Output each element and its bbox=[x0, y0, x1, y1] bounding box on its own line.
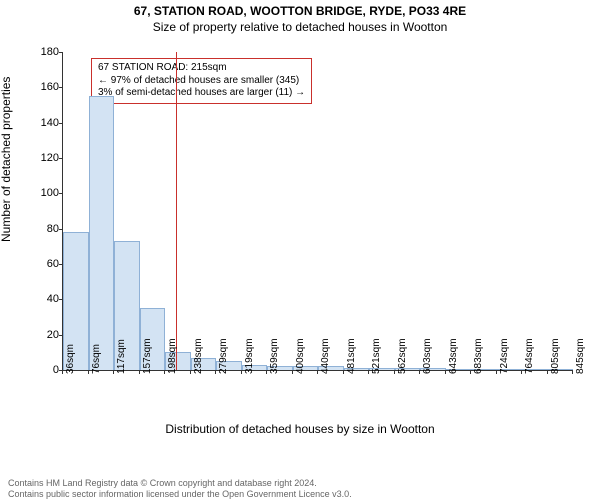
y-tick-label: 40 bbox=[27, 293, 59, 305]
x-tick-label: 805sqm bbox=[550, 338, 561, 374]
callout-box: 67 STATION ROAD: 215sqm ← 97% of detache… bbox=[91, 58, 312, 104]
x-tick-mark bbox=[394, 370, 395, 374]
footer-line2: Contains public sector information licen… bbox=[8, 489, 352, 500]
x-tick-mark bbox=[572, 370, 573, 374]
x-tick-label: 400sqm bbox=[295, 338, 306, 374]
y-tick-label: 120 bbox=[27, 152, 59, 164]
x-tick-label: 521sqm bbox=[371, 338, 382, 374]
x-tick-mark bbox=[343, 370, 344, 374]
x-tick-mark bbox=[445, 370, 446, 374]
footer-attribution: Contains HM Land Registry data © Crown c… bbox=[8, 478, 352, 501]
y-tick-label: 20 bbox=[27, 329, 59, 341]
y-tick-label: 140 bbox=[27, 117, 59, 129]
x-tick-mark bbox=[215, 370, 216, 374]
x-tick-mark bbox=[292, 370, 293, 374]
chart-container: Number of detached properties 67 STATION… bbox=[0, 42, 600, 442]
y-tick-label: 60 bbox=[27, 258, 59, 270]
x-tick-label: 279sqm bbox=[218, 338, 229, 374]
x-tick-label: 238sqm bbox=[193, 338, 204, 374]
x-tick-mark bbox=[266, 370, 267, 374]
y-tick-mark bbox=[59, 229, 63, 230]
x-tick-mark bbox=[521, 370, 522, 374]
x-tick-label: 319sqm bbox=[244, 338, 255, 374]
x-tick-mark bbox=[190, 370, 191, 374]
x-tick-label: 117sqm bbox=[116, 339, 127, 374]
y-tick-label: 160 bbox=[27, 81, 59, 93]
x-tick-label: 643sqm bbox=[448, 338, 459, 374]
x-tick-mark bbox=[241, 370, 242, 374]
x-tick-mark bbox=[62, 370, 63, 374]
y-tick-label: 100 bbox=[27, 187, 59, 199]
y-tick-mark bbox=[59, 123, 63, 124]
x-axis-label: Distribution of detached houses by size … bbox=[0, 422, 600, 436]
x-tick-label: 603sqm bbox=[422, 338, 433, 374]
x-tick-label: 359sqm bbox=[269, 338, 280, 374]
x-ticks: 36sqm76sqm117sqm157sqm198sqm238sqm279sqm… bbox=[62, 370, 572, 420]
x-tick-mark bbox=[419, 370, 420, 374]
y-tick-mark bbox=[59, 52, 63, 53]
callout-line3: 3% of semi-detached houses are larger (1… bbox=[98, 87, 305, 100]
histogram-bar bbox=[89, 96, 115, 370]
chart-subtitle: Size of property relative to detached ho… bbox=[0, 20, 600, 34]
footer-line1: Contains HM Land Registry data © Crown c… bbox=[8, 478, 352, 489]
x-tick-mark bbox=[317, 370, 318, 374]
x-tick-mark bbox=[164, 370, 165, 374]
y-tick-label: 0 bbox=[27, 364, 59, 376]
x-tick-label: 481sqm bbox=[346, 338, 357, 374]
x-tick-label: 36sqm bbox=[65, 344, 76, 374]
x-tick-label: 562sqm bbox=[397, 338, 408, 374]
x-tick-label: 157sqm bbox=[142, 338, 153, 374]
x-tick-label: 198sqm bbox=[167, 338, 178, 374]
x-tick-label: 724sqm bbox=[499, 338, 510, 374]
callout-line2: ← 97% of detached houses are smaller (34… bbox=[98, 75, 305, 88]
chart-title: 67, STATION ROAD, WOOTTON BRIDGE, RYDE, … bbox=[0, 4, 600, 18]
x-tick-mark bbox=[368, 370, 369, 374]
x-tick-mark bbox=[470, 370, 471, 374]
y-tick-mark bbox=[59, 158, 63, 159]
y-tick-label: 80 bbox=[27, 223, 59, 235]
y-tick-label: 180 bbox=[27, 46, 59, 58]
x-tick-label: 683sqm bbox=[473, 338, 484, 374]
x-tick-label: 440sqm bbox=[320, 338, 331, 374]
marker-line bbox=[176, 52, 177, 370]
callout-line1: 67 STATION ROAD: 215sqm bbox=[98, 62, 305, 75]
x-tick-label: 76sqm bbox=[91, 344, 102, 374]
x-tick-mark bbox=[139, 370, 140, 374]
y-tick-mark bbox=[59, 193, 63, 194]
x-tick-mark bbox=[113, 370, 114, 374]
x-tick-mark bbox=[88, 370, 89, 374]
x-tick-mark bbox=[547, 370, 548, 374]
x-tick-label: 845sqm bbox=[575, 338, 586, 374]
x-tick-label: 764sqm bbox=[524, 338, 535, 374]
x-tick-mark bbox=[496, 370, 497, 374]
plot-area: 67 STATION ROAD: 215sqm ← 97% of detache… bbox=[62, 52, 573, 371]
y-axis-label: Number of detached properties bbox=[0, 77, 13, 242]
y-tick-mark bbox=[59, 87, 63, 88]
